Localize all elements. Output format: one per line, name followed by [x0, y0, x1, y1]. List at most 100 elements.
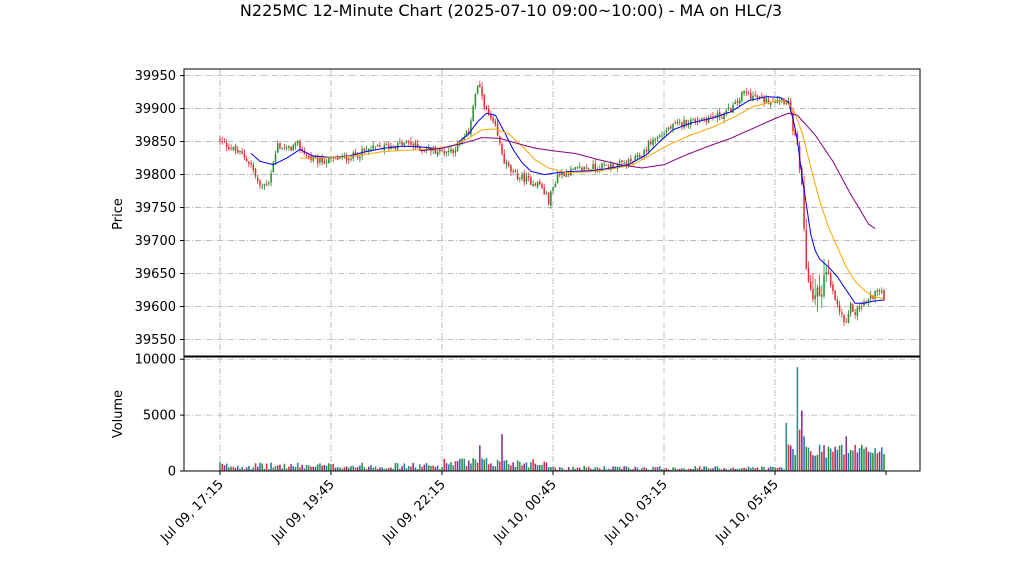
volume-bar: [832, 451, 834, 471]
volume-bar: [525, 462, 528, 471]
volume-bar: [783, 469, 785, 471]
candle-body: [816, 287, 819, 297]
candle-body: [865, 301, 868, 303]
candle-body: [741, 92, 743, 101]
volume-bar: [723, 467, 725, 471]
candle-body: [365, 149, 368, 151]
volume-bar: [827, 446, 830, 471]
volume-bar: [385, 468, 388, 471]
candle-body: [225, 142, 228, 147]
volume-bar: [496, 459, 499, 471]
candle-body: [561, 172, 563, 175]
volume-bar: [239, 468, 241, 471]
volume-bar: [825, 457, 828, 471]
volume-bar: [412, 462, 414, 471]
candle-body: [272, 162, 275, 173]
candle-body: [232, 147, 235, 150]
candle-body: [612, 164, 614, 169]
candle-body: [407, 141, 410, 143]
volume-bar: [292, 466, 295, 471]
candle-body: [621, 160, 623, 163]
volume-bar: [883, 454, 885, 471]
volume-bar: [510, 465, 512, 471]
volume-bar: [399, 468, 401, 471]
candle-body: [665, 130, 668, 133]
volume-bar: [861, 444, 863, 471]
volume-bar: [341, 468, 343, 471]
volume-bar: [721, 469, 723, 471]
volume-bar: [394, 463, 397, 471]
candle-body: [270, 173, 272, 183]
volume-bar: [543, 461, 546, 471]
candle-body: [396, 142, 399, 150]
volume-bar: [345, 466, 348, 471]
candle-body: [519, 178, 521, 179]
candle-body: [581, 167, 583, 171]
candle-body: [414, 142, 417, 147]
volume-bar: [741, 468, 743, 471]
volume-frame: [183, 356, 921, 472]
candle-body: [843, 315, 845, 322]
volume-bar: [334, 467, 337, 471]
candle-body: [878, 290, 881, 292]
volume-bar: [279, 464, 281, 471]
candle-body: [881, 290, 883, 293]
candle-body: [463, 137, 466, 140]
volume-bar: [823, 445, 825, 471]
candle-body: [656, 137, 659, 139]
volume-bar: [876, 453, 879, 471]
candle-body: [374, 146, 377, 148]
candle-body: [716, 112, 719, 118]
price-tick-label: 39950: [135, 69, 176, 84]
candle-body: [288, 145, 290, 148]
volume-bar: [285, 468, 288, 471]
volume-bar: [223, 465, 226, 471]
volume-bar: [396, 463, 399, 471]
candle-body: [221, 141, 223, 143]
candle-body: [323, 161, 326, 164]
candle-body: [261, 186, 263, 187]
volume-bar: [705, 466, 708, 471]
candle-body: [856, 307, 859, 316]
volume-bar: [710, 468, 712, 471]
volume-bar: [359, 465, 361, 471]
volume-bar: [734, 468, 736, 471]
candle-body: [627, 159, 630, 167]
price-panel: 39550 39600 39650 39700 39750 39800 39850 39900…: [135, 68, 921, 357]
candle-body: [527, 175, 530, 178]
candle-body: [434, 146, 437, 154]
candle-body: [854, 312, 856, 315]
candle-body: [718, 111, 721, 118]
candle-body: [354, 152, 357, 156]
volume-bar: [325, 465, 328, 471]
candle-body: [594, 163, 597, 170]
volume-bar: [743, 467, 745, 471]
volume-bar: [583, 466, 585, 471]
volume-bar: [423, 464, 426, 471]
candle-body: [756, 95, 759, 98]
candle-body: [412, 143, 414, 146]
volume-bar: [516, 460, 519, 471]
candle-body: [452, 149, 454, 153]
volume-bar: [778, 467, 781, 471]
volume-bar: [567, 466, 570, 471]
candle-body: [299, 140, 301, 150]
candle-body: [556, 174, 559, 184]
volume-bar: [781, 467, 783, 471]
volume-bar: [701, 469, 703, 471]
candle-body: [861, 305, 863, 307]
volume-bar: [499, 461, 501, 471]
volume-bar: [536, 465, 539, 471]
volume-bar: [388, 467, 390, 471]
ma-line-1: [250, 96, 885, 304]
volume-bar: [821, 451, 823, 471]
candle-body: [312, 156, 315, 161]
candle-body: [625, 162, 628, 166]
volume-bar: [512, 462, 514, 471]
volume-bar: [718, 468, 721, 471]
candle-body: [563, 172, 565, 177]
price-tick-label: 39650: [135, 267, 176, 282]
candle-body: [308, 155, 310, 158]
candle-body: [363, 148, 366, 151]
volume-bar: [647, 469, 650, 471]
